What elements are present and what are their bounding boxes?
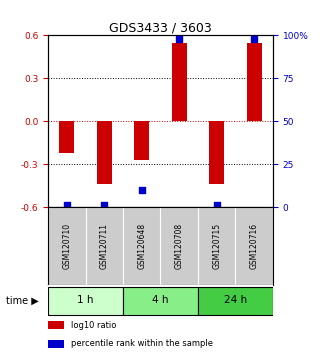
Point [64,202,69,208]
Bar [48,287,123,315]
Point [177,36,182,42]
Text: 4 h: 4 h [152,295,169,305]
Text: GSM120648: GSM120648 [137,223,146,269]
Title: GDS3433 / 3603: GDS3433 / 3603 [109,21,212,34]
Bar [209,121,224,184]
Bar [123,287,198,315]
Text: log10 ratio: log10 ratio [71,321,116,330]
Bar [247,42,262,121]
Bar [134,121,149,160]
Text: GSM120711: GSM120711 [100,223,109,269]
Point [139,187,144,193]
Text: 1 h: 1 h [77,295,94,305]
Point [252,36,257,42]
Text: percentile rank within the sample: percentile rank within the sample [71,339,213,348]
Text: 24 h: 24 h [224,295,247,305]
Bar [172,42,187,121]
Point [102,202,107,208]
Bar [59,121,74,153]
Text: GSM120716: GSM120716 [250,223,259,269]
Text: GSM120708: GSM120708 [175,223,184,269]
Text: time ▶: time ▶ [6,296,39,306]
Text: GSM120715: GSM120715 [212,223,221,269]
Text: GSM120710: GSM120710 [62,223,71,269]
Bar [48,321,64,329]
Bar [97,121,112,184]
Point [214,202,219,208]
Bar [48,340,64,348]
Bar [198,287,273,315]
